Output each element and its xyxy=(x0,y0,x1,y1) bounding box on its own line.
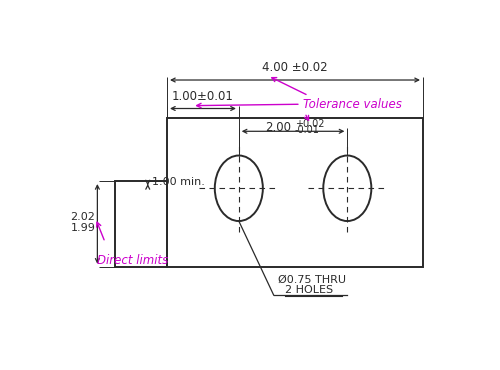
Text: 1.00 min.: 1.00 min. xyxy=(152,177,206,187)
Text: 4.00 ±0.02: 4.00 ±0.02 xyxy=(262,61,328,74)
Text: +0.02: +0.02 xyxy=(295,119,324,129)
Text: Ø0.75 THRU: Ø0.75 THRU xyxy=(278,275,345,285)
Text: 2.00: 2.00 xyxy=(265,121,291,134)
Text: 1.00±0.01: 1.00±0.01 xyxy=(172,90,234,103)
Text: 1.99: 1.99 xyxy=(70,223,96,233)
Bar xyxy=(167,118,423,267)
Text: 2 HOLES: 2 HOLES xyxy=(286,285,334,295)
Bar xyxy=(115,181,167,267)
Text: -0.01: -0.01 xyxy=(295,125,320,135)
Text: Tolerance values: Tolerance values xyxy=(303,98,402,111)
Text: Direct limits: Direct limits xyxy=(98,254,168,267)
Text: 2.02: 2.02 xyxy=(70,212,96,222)
